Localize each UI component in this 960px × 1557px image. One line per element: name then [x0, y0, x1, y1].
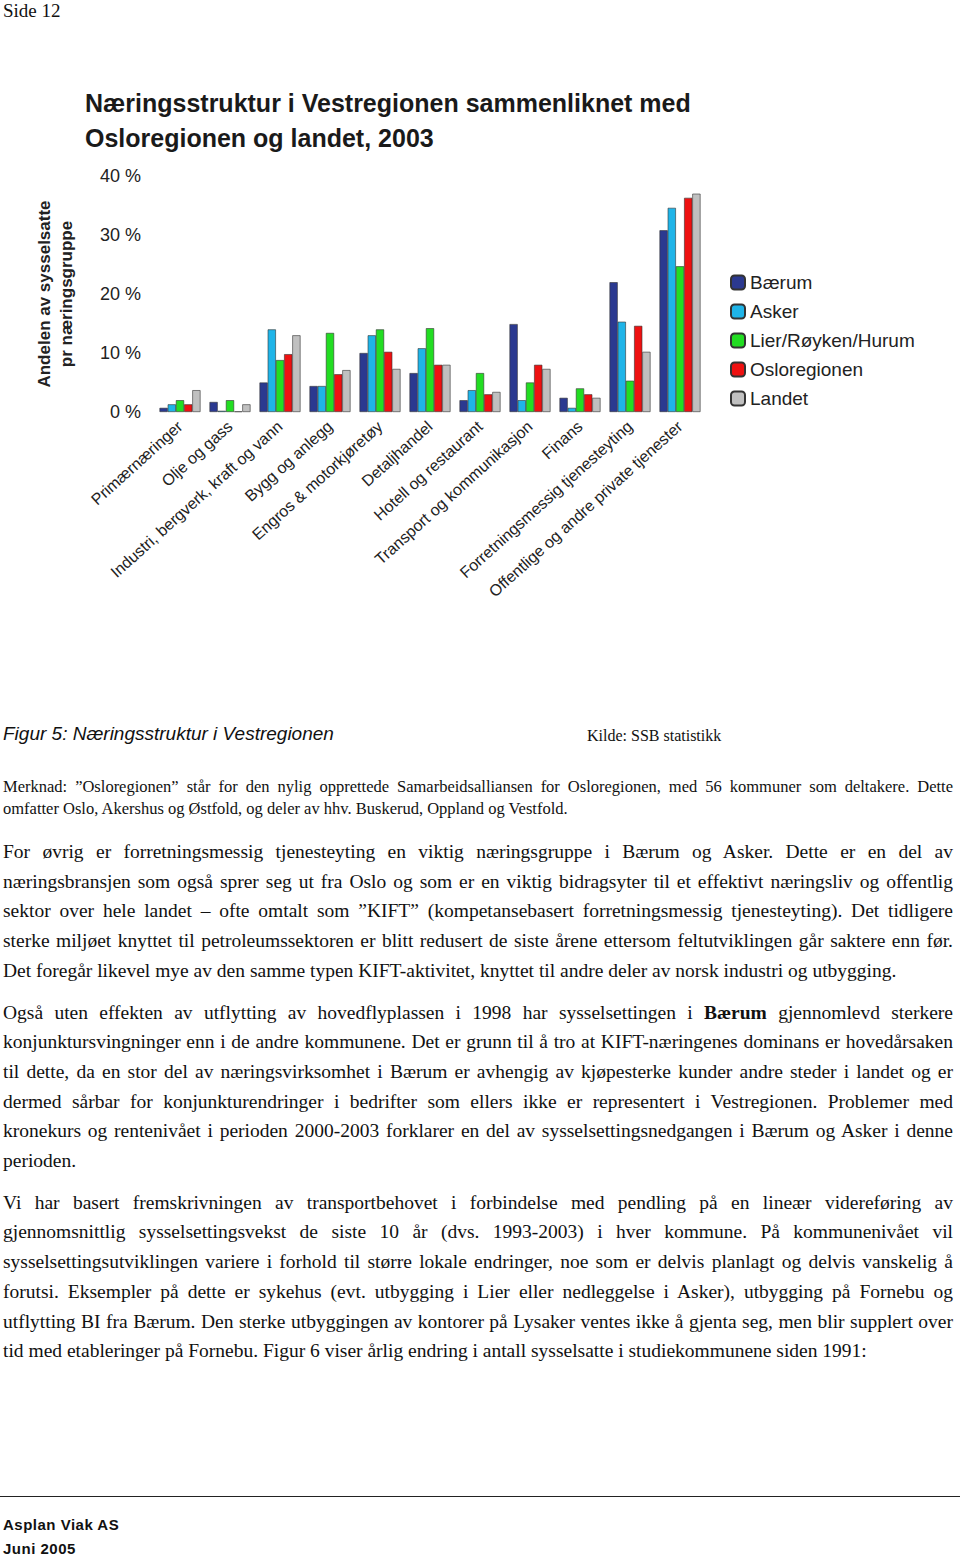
- html-text:Figur 5: Næringsstruktur i Ves: Figur 5: Næringsstruktur i Vestregionen: [3, 723, 334, 744]
- svg-text:Andelen av sysselsatte: Andelen av sysselsatte: [35, 200, 54, 387]
- svg-text:Forretningsmessig tjenesteytin: Forretningsmessig tjenesteyting: [456, 417, 636, 582]
- svg-text:Industri, bergverk, kraft og v: Industri, bergverk, kraft og vann: [107, 417, 286, 581]
- svg-text:Osloregionen: Osloregionen: [750, 359, 863, 380]
- svg-text:Olje og gass: Olje og gass: [158, 417, 236, 490]
- html-text:For øvrig er forretningsmessig: For øvrig er forretningsmessig tjenestey…: [3, 841, 953, 981]
- svg-text:Bygg og anlegg: Bygg og anlegg: [242, 418, 336, 505]
- html-text:Side 12: Side 12: [3, 0, 61, 21]
- svg-text:0 %: 0 %: [110, 402, 141, 422]
- svg-text:Asker: Asker: [750, 301, 799, 322]
- svg-text:10 %: 10 %: [100, 343, 141, 363]
- svg-text:Landet: Landet: [750, 388, 809, 409]
- svg-text:Detaljhandel: Detaljhandel: [358, 417, 436, 490]
- html-text:Vi har basert fremskrivningen: Vi har basert fremskrivningen av transpo…: [3, 1191, 953, 1362]
- html-text:Juni 2005: Juni 2005: [3, 1540, 76, 1557]
- svg-text:Bærum: Bærum: [750, 272, 812, 293]
- svg-text:Primærnæringer: Primærnæringer: [88, 417, 186, 508]
- svg-text:Osloregionen og landet, 2003: Osloregionen og landet, 2003: [85, 124, 434, 152]
- html-text:Kilde: SSB statistikk: Kilde: SSB statistikk: [587, 727, 722, 744]
- svg-text:Hotell og restaurant: Hotell og restaurant: [370, 417, 486, 524]
- html-text:Også uten effekten av utflytti: Også uten effekten av utflytting av hove…: [3, 1001, 953, 1171]
- svg-text:30 %: 30 %: [100, 225, 141, 245]
- svg-text:Offentlige og andre private tj: Offentlige og andre private tjenester: [486, 417, 687, 600]
- html-text:Asplan Viak AS: Asplan Viak AS: [3, 1516, 120, 1533]
- svg-text:Finans: Finans: [539, 418, 586, 463]
- svg-text:pr næringsgruppe: pr næringsgruppe: [57, 221, 76, 367]
- svg-text:40 %: 40 %: [100, 166, 141, 186]
- svg-text:Engros & motorkjøretøy: Engros & motorkjøretøy: [248, 417, 386, 544]
- svg-text:Lier/Røyken/Hurum: Lier/Røyken/Hurum: [750, 330, 915, 351]
- svg-text:Næringsstruktur i Vestregionen: Næringsstruktur i Vestregionen sammenlik…: [85, 89, 691, 117]
- svg-text:Transport og kommunikasjon: Transport og kommunikasjon: [372, 418, 536, 568]
- svg-text:20 %: 20 %: [100, 284, 141, 304]
- html-text:Merknad: ”Osloregionen” står f: Merknad: ”Osloregionen” står for den nyl…: [3, 777, 953, 818]
